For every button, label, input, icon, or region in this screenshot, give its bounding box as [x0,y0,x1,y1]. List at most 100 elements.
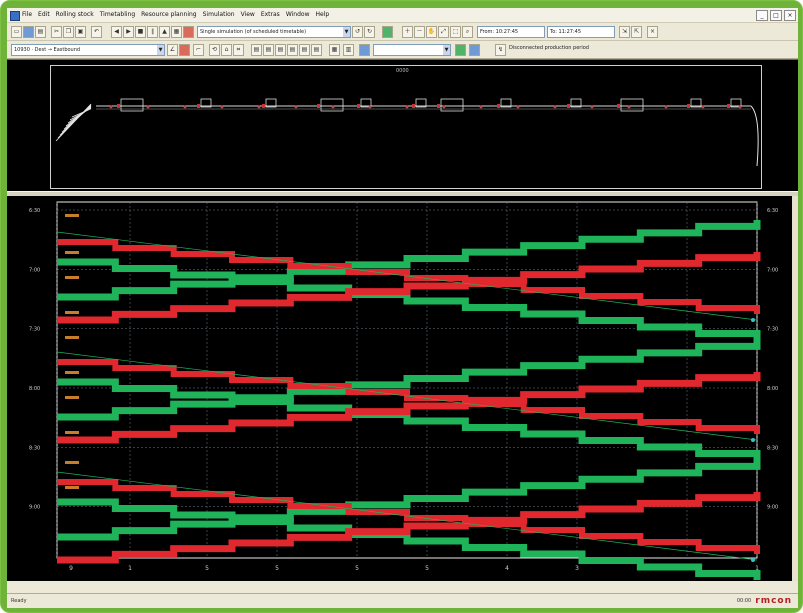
station-axis-label: 1 [128,565,132,572]
train-end-marker [751,558,755,562]
list-view-icon[interactable]: ▥ [343,44,354,56]
time-distance-graph[interactable]: 6:30 6:30 7:00 7:00 7:30 7:30 8:00 8:00 8:30 8:30… [7,196,798,581]
bracket-icon[interactable]: ⌐ [193,44,204,56]
warning-icon[interactable]: ▲ [159,26,170,38]
train-end-marker [751,438,755,442]
expand-icon[interactable]: ⇲ [619,26,630,38]
globe-icon[interactable] [469,44,480,56]
menu-timetabling[interactable]: Timetabling [99,11,136,18]
train-label-marker [65,396,79,399]
refresh-icon[interactable]: ↻ [364,26,375,38]
stop-icon[interactable]: ■ [135,26,146,38]
route-select[interactable]: 10930 · Dest → Eastbound ▼ [11,44,165,56]
search-icon[interactable]: ⌕ [462,26,473,38]
zoom-out-icon[interactable]: － [414,26,425,38]
thin-train-path [56,471,758,561]
line-tool-icon[interactable]: ∠ [167,44,178,56]
minimize-button[interactable]: _ [756,10,768,21]
close-button[interactable]: × [784,10,796,21]
station-tool-icon[interactable]: ⌂ [221,44,232,56]
rewind-icon[interactable]: ↺ [352,26,363,38]
shrink-icon[interactable]: ⇱ [631,26,642,38]
save-icon[interactable] [23,26,34,38]
view-b-icon[interactable]: ▤ [263,44,274,56]
menu-window[interactable]: Window [285,11,310,18]
undo-icon[interactable]: ↶ [91,26,102,38]
station-box [265,98,277,108]
open-icon[interactable]: ▭ [11,26,22,38]
color-icon[interactable] [359,44,370,56]
from-time-field[interactable]: From: 10:27:45 [477,26,545,38]
menu-edit[interactable]: Edit [38,11,50,18]
cut-icon[interactable]: ✂ [51,26,62,38]
junction-track [71,108,92,118]
pause-icon[interactable]: ∥ [147,26,158,38]
southbound-train-path [57,372,761,444]
station-box [570,98,582,108]
menu-file[interactable]: File [22,11,33,18]
menu-help[interactable]: Help [315,11,330,18]
signal-dot [738,105,742,109]
step-back-icon[interactable]: ◀ [111,26,122,38]
signal-dot [109,105,113,109]
signal-marker [412,104,415,108]
signal-marker [262,104,265,108]
menu-resource-planning[interactable]: Resource planning [141,11,197,18]
station-box [415,98,427,108]
simulation-mode-select[interactable]: Single simulation (of scheduled timetabl… [197,26,351,38]
thin-train-path [56,231,758,321]
branch-track [750,105,759,167]
zoom-fit-icon[interactable]: ⤢ [438,26,449,38]
zoom-in-icon[interactable]: ＋ [402,26,413,38]
play-icon[interactable]: ▶ [123,26,134,38]
print-icon[interactable]: ▤ [35,26,46,38]
select-tool-icon[interactable]: ⟲ [209,44,220,56]
table-view-icon[interactable]: ▦ [329,44,340,56]
copy-icon[interactable]: ❐ [63,26,74,38]
time-distance-graph-panel: 6:30 6:30 7:00 7:00 7:30 7:30 8:00 8:00 8:30 8:30… [7,196,798,581]
menu-extras[interactable]: Extras [260,11,280,18]
maximize-button[interactable]: □ [770,10,782,21]
train-icon[interactable] [183,26,194,38]
hand-icon[interactable]: ✋ [426,26,437,38]
station-axis-label: 9 [69,565,73,572]
grid-tool-icon[interactable]: ⌗ [233,44,244,56]
close-view-icon[interactable]: × [647,26,658,38]
station-axis-label: 4 [505,565,509,572]
red-descending-path [57,239,760,314]
train-label-marker [65,311,79,314]
run-simulation-icon[interactable] [382,26,393,38]
signal-dot [220,105,224,109]
train-label-marker [65,251,79,254]
view-a-icon[interactable]: ▤ [251,44,262,56]
calculator-icon[interactable]: ▦ [171,26,182,38]
time-axis-label: 6:30 [29,208,40,214]
southbound-green-path [57,258,761,340]
track-layout-view[interactable]: 0000 [50,65,762,189]
view-f-icon[interactable]: ▤ [311,44,322,56]
zoom-window-icon[interactable]: ⬚ [450,26,461,38]
northbound-train-path [57,220,761,301]
vertical-scrollbar[interactable] [792,196,798,581]
signal-marker [357,104,360,108]
signal-dot [701,105,705,109]
view-c-icon[interactable]: ▤ [275,44,286,56]
overview-title: 0000 [396,68,409,74]
view-d-icon[interactable]: ▤ [287,44,298,56]
menu-simulation[interactable]: Simulation [202,11,235,18]
menu-rolling-stock[interactable]: Rolling stock [55,11,94,18]
conflict-icon[interactable] [179,44,190,56]
station-box [360,98,372,108]
view-e-icon[interactable]: ▤ [299,44,310,56]
network-icon[interactable] [455,44,466,56]
signal-dot [664,105,668,109]
station-axis-label: 5 [205,565,209,572]
to-time-field[interactable]: To: 11:27:45 [547,26,615,38]
signal-dot [442,105,446,109]
paste-icon[interactable]: ▣ [75,26,86,38]
train-filter-select[interactable]: ▼ [373,44,451,56]
menu-view[interactable]: View [240,11,255,18]
time-axis-label-right: 9:00 [767,505,778,511]
signal-marker [197,104,200,108]
